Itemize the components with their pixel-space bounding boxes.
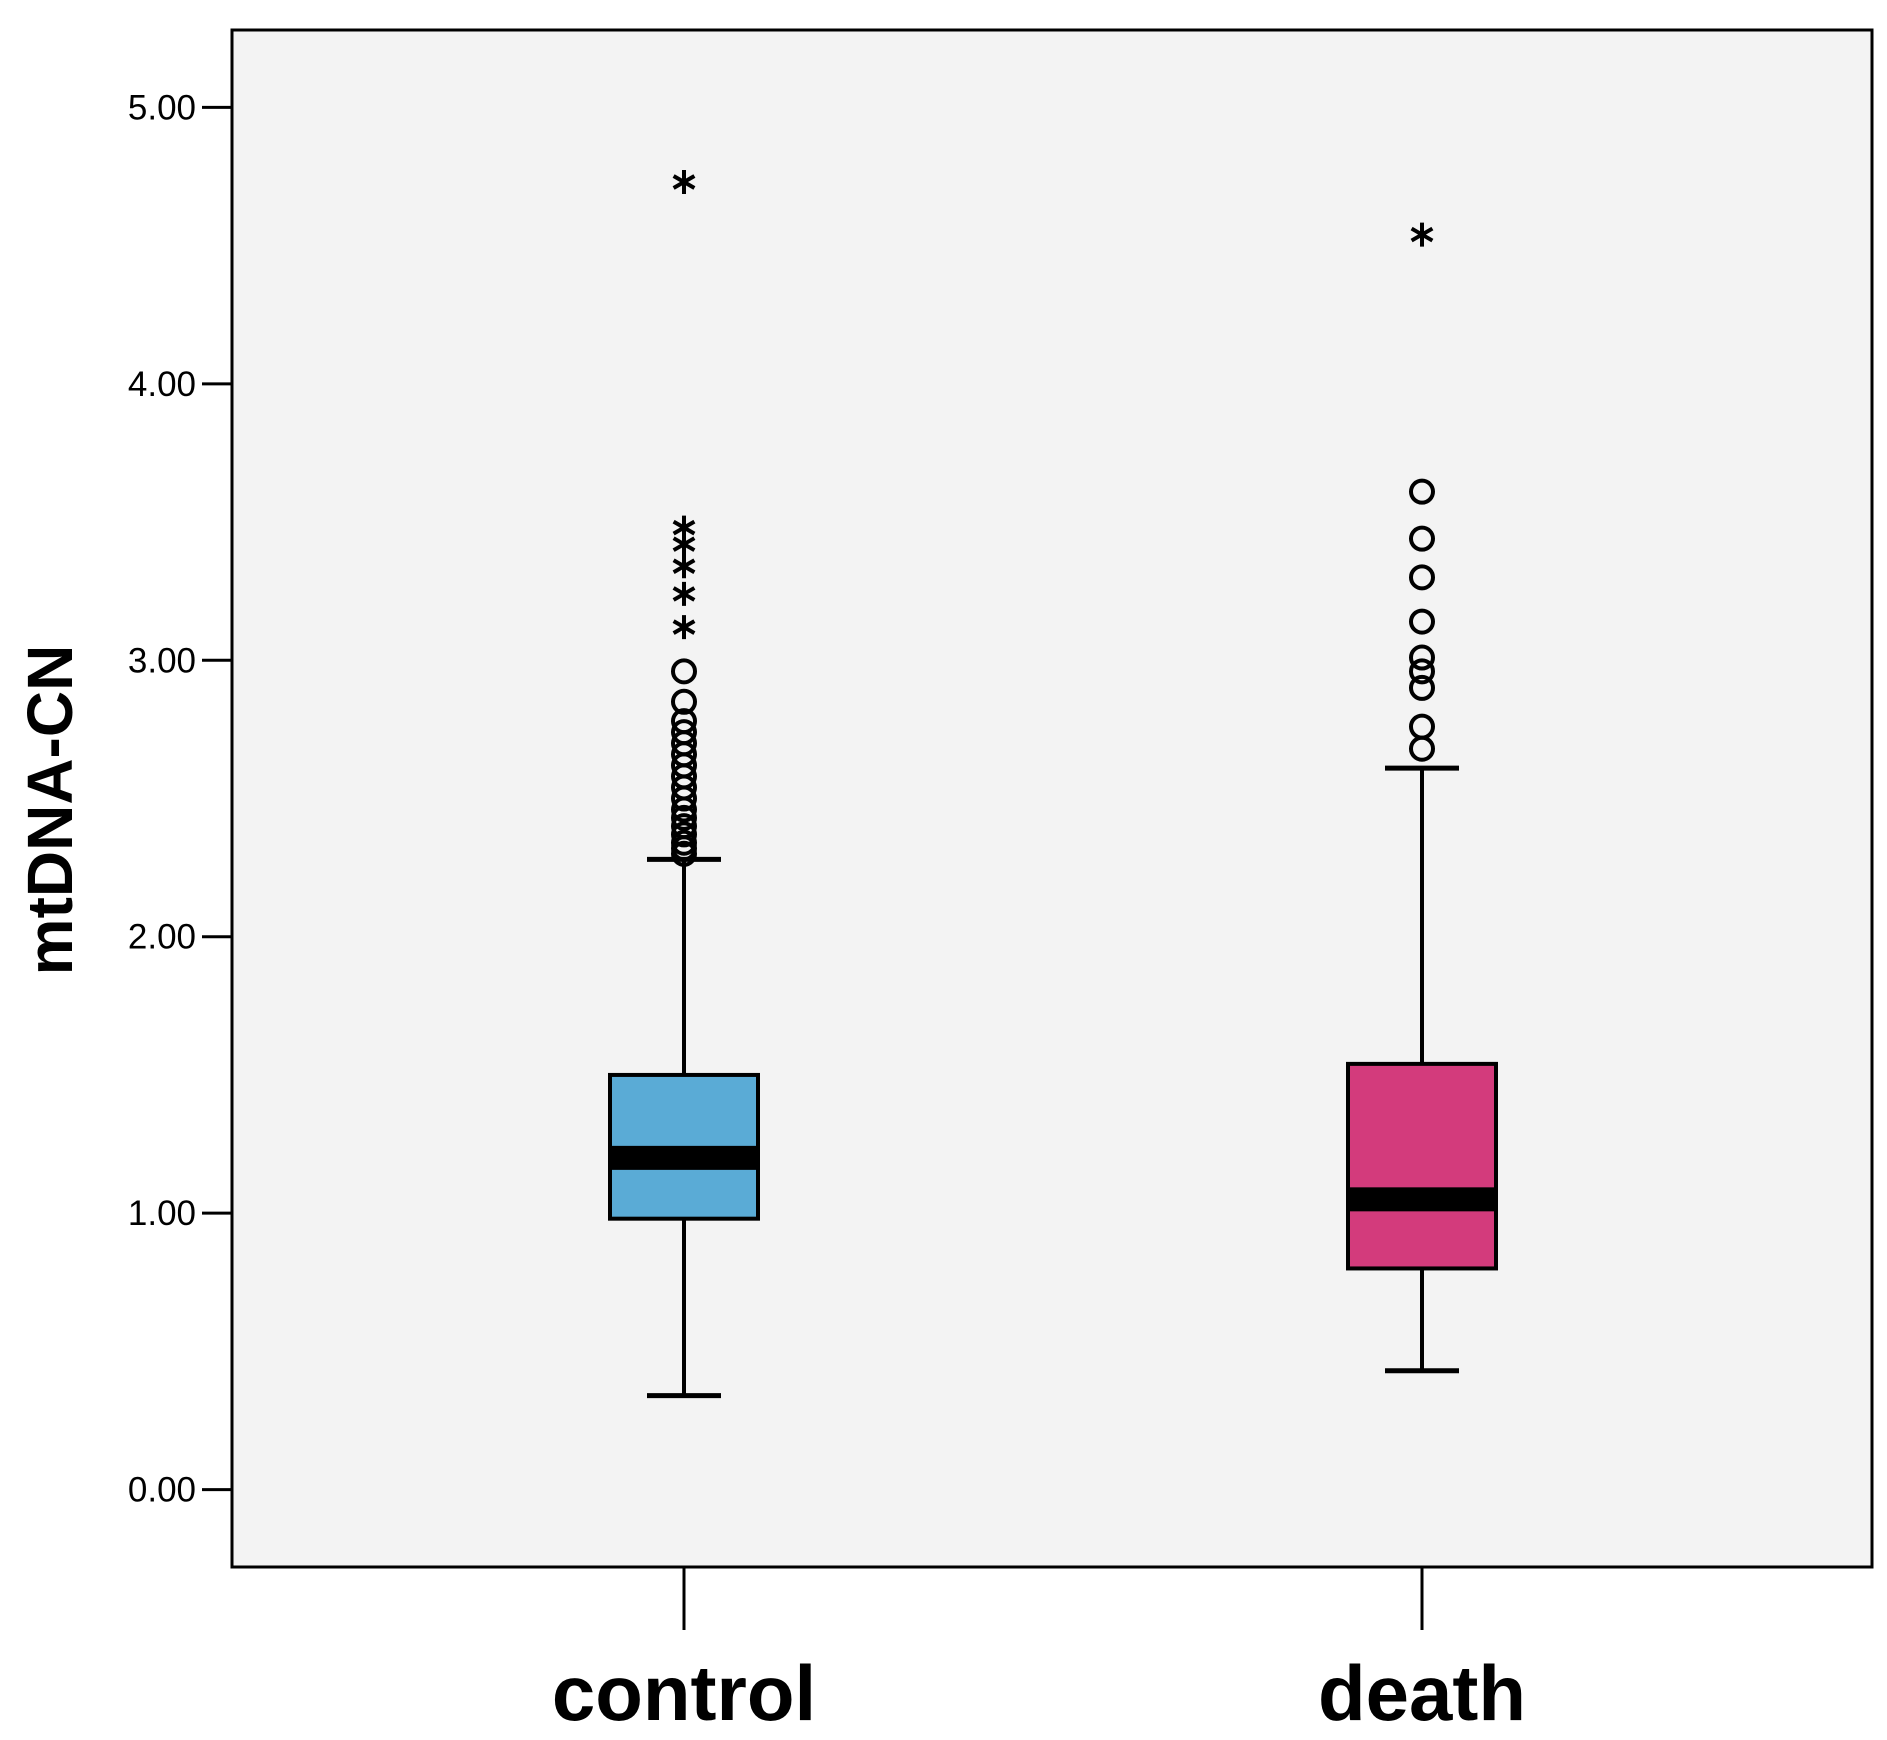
y-tick-label: 4.00 — [128, 365, 196, 404]
iqr-box — [1346, 1061, 1498, 1271]
outlier-circle — [1409, 608, 1435, 635]
outlier-circle — [1409, 713, 1435, 740]
box-control — [608, 856, 760, 1399]
outlier-star — [672, 554, 696, 579]
outlier-circle — [1409, 658, 1435, 685]
category-label-death: death — [1318, 1649, 1526, 1737]
outlier-star — [672, 581, 696, 606]
y-tick-label: 0.00 — [128, 1471, 196, 1510]
outlier-circle — [671, 804, 697, 831]
outlier-circle — [671, 821, 697, 848]
outlier-circle — [1409, 525, 1435, 552]
outlier-circle — [1409, 644, 1435, 671]
outlier-circle — [671, 708, 697, 735]
outlier-circle — [671, 688, 697, 715]
outlier-circle — [1409, 564, 1435, 591]
plot-area — [230, 28, 1874, 1569]
outlier-star — [672, 615, 696, 640]
x-axis: control death — [552, 1567, 1526, 1737]
outlier-circle — [671, 658, 697, 685]
y-axis-title: mtDNA-CN — [14, 645, 86, 976]
outlier-circle — [671, 829, 697, 856]
outlier-circle — [671, 813, 697, 840]
median-line — [1348, 1187, 1496, 1212]
outlier-circle — [1409, 674, 1435, 701]
y-tick-label: 5.00 — [128, 88, 196, 127]
outlier-star — [672, 170, 696, 195]
outlier-star — [1410, 222, 1434, 247]
median-line — [610, 1145, 758, 1170]
box-death — [1346, 765, 1498, 1374]
y-tick-label: 3.00 — [128, 641, 196, 680]
category-label-control: control — [552, 1649, 816, 1737]
outlier-circle — [671, 719, 697, 746]
boxes — [608, 765, 1498, 1399]
outlier-star — [672, 515, 696, 540]
outlier-circle — [1409, 478, 1435, 505]
y-axis: 0.00 1.00 2.00 3.00 4.00 5.00 — [128, 88, 232, 1510]
y-tick-label: 1.00 — [128, 1194, 196, 1233]
outliers — [671, 170, 1435, 867]
y-tick-label: 2.00 — [128, 918, 196, 957]
